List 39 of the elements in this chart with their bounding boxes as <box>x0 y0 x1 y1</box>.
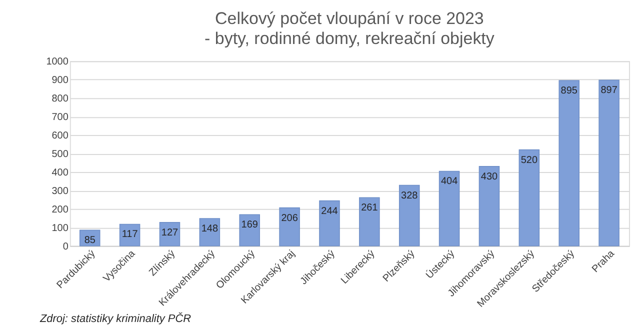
bar <box>518 149 540 246</box>
bar <box>478 166 500 246</box>
data-label: 328 <box>401 190 418 202</box>
y-tick-label: 900 <box>52 75 69 86</box>
bar <box>319 200 340 246</box>
chart-subtitle: - byty, rodinné domy, rekreační objekty <box>204 29 495 48</box>
data-label: 127 <box>161 227 178 238</box>
text: Zdroj: statistiky kriminality PČR <box>38 312 192 325</box>
y-tick-label: 0 <box>62 241 69 252</box>
data-label: 244 <box>321 206 338 217</box>
data-label: 897 <box>600 85 618 96</box>
y-tick-label: 800 <box>52 94 69 105</box>
data-label: 117 <box>122 229 138 240</box>
data-label: 430 <box>480 171 498 182</box>
data-label: 206 <box>281 212 298 224</box>
y-tick-label: 100 <box>52 222 69 234</box>
bar <box>598 80 620 246</box>
bar <box>359 197 380 246</box>
data-label: 404 <box>440 176 458 188</box>
y-tick-label: 1000 <box>46 56 69 68</box>
y-tick-label: 700 <box>52 112 69 124</box>
data-label: 895 <box>560 86 578 97</box>
y-tick-label: 400 <box>52 167 69 178</box>
y-tick-label: 600 <box>52 130 69 142</box>
data-label: 261 <box>361 202 378 214</box>
y-tick-label: 200 <box>52 204 69 216</box>
bar <box>398 184 420 246</box>
bar <box>279 207 300 246</box>
data-label: 148 <box>201 224 218 235</box>
data-label: 85 <box>84 235 96 246</box>
y-tick-label: 300 <box>52 186 69 197</box>
y-tick-label: 500 <box>52 149 69 160</box>
bar <box>438 170 460 246</box>
bar <box>558 80 580 246</box>
chart-title: Celkový počet vloupání v roce 2023 <box>215 9 484 28</box>
data-label: 169 <box>241 220 258 231</box>
data-label: 520 <box>520 154 538 166</box>
bar <box>159 222 180 246</box>
bar <box>239 214 260 246</box>
